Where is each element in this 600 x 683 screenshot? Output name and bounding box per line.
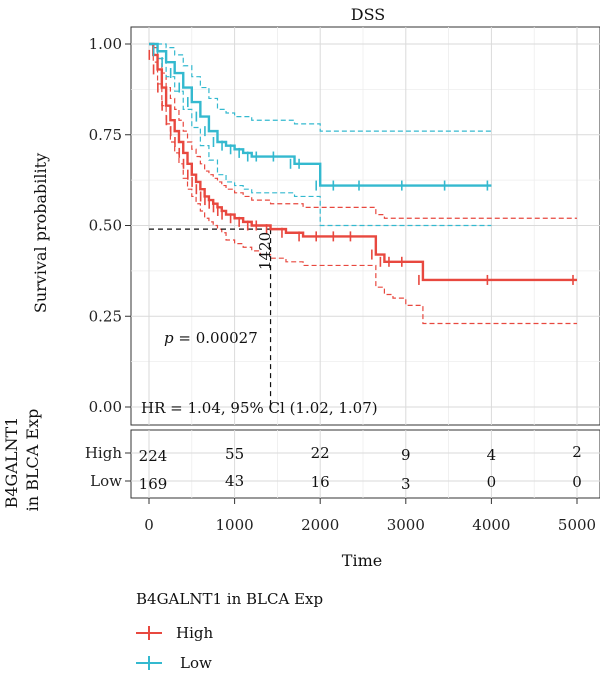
risk-table-group-title: B4GALNT1 in BLCA Exp — [2, 409, 42, 512]
risk-number-low: 169 — [139, 475, 168, 493]
risk-number-low: 43 — [225, 472, 244, 490]
p-symbol: p — [164, 329, 174, 347]
hazard-ratio-annotation: HR = 1.04, 95% Cl (1.02, 1.07) — [141, 399, 378, 417]
survival-curves — [149, 42, 577, 282]
risk-number-high: 4 — [487, 446, 497, 464]
risk-table-numbers: 224 55 22 9 4 2 169 43 16 3 0 0 — [139, 443, 582, 493]
risk-number-high: 22 — [311, 444, 330, 462]
y-tick-label: 1.00 — [89, 35, 122, 53]
risk-number-low: 16 — [311, 473, 330, 491]
risk-number-low: 3 — [401, 475, 411, 493]
risk-panel-border — [130, 429, 600, 499]
risk-number-high: 9 — [401, 446, 411, 464]
y-axis-ticks: 0.00 0.25 0.50 0.75 1.00 — [89, 35, 131, 416]
chart-title: DSS — [351, 5, 385, 24]
confidence-interval-lines — [149, 43, 577, 325]
risk-table-row-labels: High Low — [85, 444, 131, 490]
risk-table-gridlines — [131, 430, 600, 498]
y-tick-label: 0.50 — [89, 217, 122, 235]
y-tick-label: 0.75 — [89, 126, 122, 144]
y-axis-title: Survival probability — [31, 153, 50, 313]
risk-row-label-high: High — [85, 444, 122, 462]
x-tick-label: 4000 — [472, 516, 510, 534]
median-time-label: 1420 — [256, 232, 274, 270]
censor-marks — [148, 46, 574, 285]
risk-row-label-low: Low — [90, 472, 122, 490]
risk-number-high: 2 — [572, 443, 582, 461]
survival-plot-panel: 0.00 0.25 0.50 0.75 1.00 1420 p = 0.00027 HR… — [89, 26, 600, 426]
y-tick-label: 0.00 — [89, 398, 122, 416]
median-survival-lines — [149, 228, 272, 407]
x-axis-ticks: 0 1000 2000 3000 4000 5000 — [144, 498, 596, 534]
survival-curve-high — [149, 42, 577, 282]
x-tick-label: 0 — [144, 516, 154, 534]
legend-title: B4GALNT1 in BLCA Exp — [136, 590, 323, 608]
legend-items: High Low — [136, 624, 213, 672]
p-value-text: = 0.00027 — [174, 329, 258, 347]
risk-number-high: 224 — [139, 447, 168, 465]
x-axis-title: Time — [342, 551, 382, 570]
legend-label-high: High — [176, 624, 213, 642]
ci-lower-high — [149, 43, 577, 325]
ci-upper-high — [149, 43, 577, 219]
x-tick-label: 1000 — [216, 516, 254, 534]
risk-table-panel: 224 55 22 9 4 2 169 43 16 3 0 0 High Low — [85, 429, 600, 499]
risk-number-low: 0 — [572, 473, 582, 491]
legend-label-low: Low — [180, 654, 212, 672]
legend: B4GALNT1 in BLCA Exp High Low — [136, 590, 323, 672]
x-tick-label: 2000 — [301, 516, 339, 534]
ci-lower-low — [149, 43, 492, 227]
ci-upper-low — [149, 43, 492, 132]
x-tick-label: 5000 — [558, 516, 596, 534]
risk-table-group-title-line1: B4GALNT1 — [2, 417, 21, 509]
x-tick-label: 3000 — [387, 516, 425, 534]
plot-gridlines — [131, 27, 600, 425]
p-value-annotation: p = 0.00027 — [164, 329, 258, 347]
risk-table-group-title-line2: in BLCA Exp — [23, 409, 42, 512]
risk-number-high: 55 — [225, 445, 244, 463]
risk-number-low: 0 — [487, 473, 497, 491]
y-tick-label: 0.25 — [89, 307, 122, 325]
survival-curve-low — [149, 42, 492, 187]
